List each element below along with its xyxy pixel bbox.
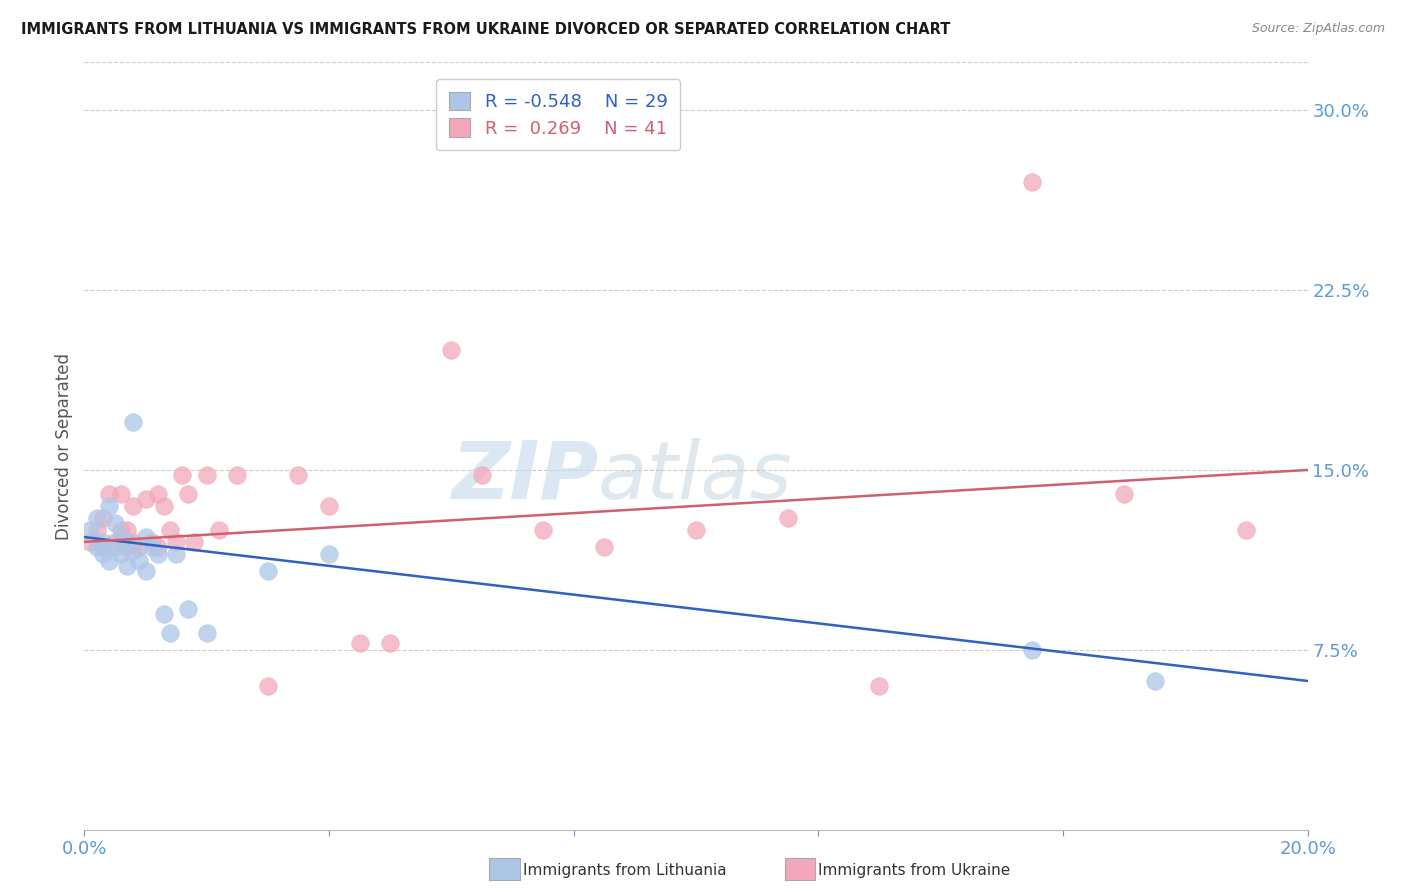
Point <box>97 487 120 501</box>
Point <box>122 535 145 549</box>
Point <box>135 491 157 506</box>
Point <box>440 343 463 357</box>
Point <box>349 635 371 649</box>
Point <box>195 626 218 640</box>
Point <box>86 540 108 554</box>
Point <box>177 487 200 501</box>
Point <box>153 607 176 621</box>
Point <box>110 487 132 501</box>
Point <box>146 547 169 561</box>
Point <box>195 467 218 482</box>
Point <box>97 499 120 513</box>
Point <box>471 467 494 482</box>
Point <box>318 499 340 513</box>
Point <box>183 535 205 549</box>
Point <box>122 544 145 558</box>
Point <box>110 530 132 544</box>
Point <box>318 547 340 561</box>
Point <box>110 523 132 537</box>
Point <box>141 535 163 549</box>
Point <box>79 535 101 549</box>
Point <box>115 523 138 537</box>
Point <box>1114 487 1136 501</box>
Point <box>380 635 402 649</box>
Point <box>776 511 799 525</box>
Point <box>159 626 181 640</box>
Point <box>122 415 145 429</box>
Point <box>226 467 249 482</box>
Point <box>115 540 138 554</box>
Point <box>91 540 114 554</box>
Point <box>79 523 101 537</box>
Point <box>1236 523 1258 537</box>
Text: IMMIGRANTS FROM LITHUANIA VS IMMIGRANTS FROM UKRAINE DIVORCED OR SEPARATED CORRE: IMMIGRANTS FROM LITHUANIA VS IMMIGRANTS … <box>21 22 950 37</box>
Point <box>177 602 200 616</box>
Point <box>86 523 108 537</box>
Point <box>208 523 231 537</box>
Point <box>153 499 176 513</box>
Point <box>1143 673 1166 688</box>
Point <box>122 499 145 513</box>
Point <box>146 487 169 501</box>
Point <box>86 511 108 525</box>
Point <box>135 564 157 578</box>
Text: ZIP: ZIP <box>451 438 598 516</box>
Y-axis label: Divorced or Separated: Divorced or Separated <box>55 352 73 540</box>
Legend: R = -0.548    N = 29, R =  0.269    N = 41: R = -0.548 N = 29, R = 0.269 N = 41 <box>436 79 681 151</box>
Point <box>1021 175 1043 189</box>
Point <box>115 535 138 549</box>
Point <box>104 535 127 549</box>
Point <box>146 540 169 554</box>
Point <box>159 523 181 537</box>
Point <box>104 516 127 530</box>
Point <box>869 679 891 693</box>
Text: Immigrants from Ukraine: Immigrants from Ukraine <box>818 863 1011 878</box>
Point <box>172 467 194 482</box>
Point <box>91 511 114 525</box>
Point <box>1021 642 1043 657</box>
Point <box>257 564 280 578</box>
Point <box>165 547 187 561</box>
Point <box>128 540 150 554</box>
Point <box>104 540 127 554</box>
Point <box>257 679 280 693</box>
Point <box>141 540 163 554</box>
Point <box>91 547 114 561</box>
Point <box>97 554 120 568</box>
Point <box>287 467 309 482</box>
Point <box>531 523 554 537</box>
Point <box>110 547 132 561</box>
Text: atlas: atlas <box>598 438 793 516</box>
Point <box>685 523 707 537</box>
Point <box>593 540 616 554</box>
Point <box>91 535 114 549</box>
Point <box>115 558 138 573</box>
Point <box>135 530 157 544</box>
Text: Immigrants from Lithuania: Immigrants from Lithuania <box>523 863 727 878</box>
Point <box>128 554 150 568</box>
Text: Source: ZipAtlas.com: Source: ZipAtlas.com <box>1251 22 1385 36</box>
Point <box>165 535 187 549</box>
